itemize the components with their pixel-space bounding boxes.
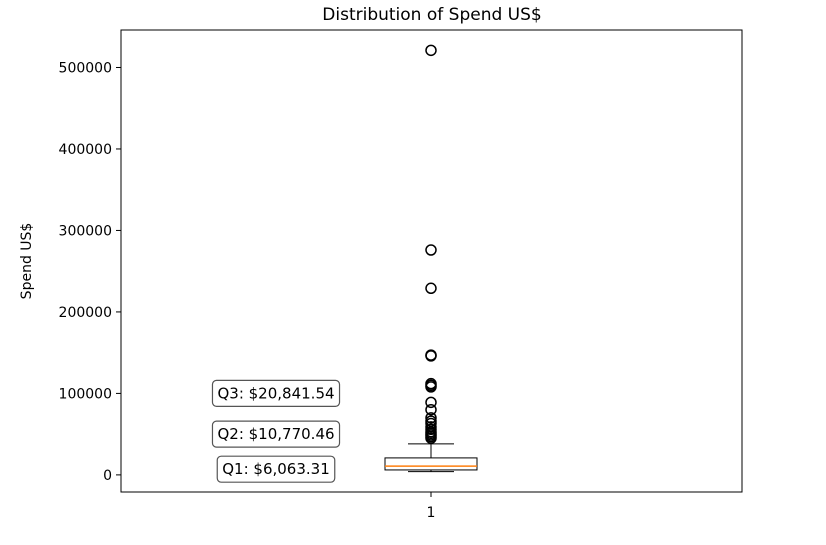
annotation-label: Q1: $6,063.31 — [222, 460, 330, 478]
y-tick-label: 500000 — [59, 60, 112, 76]
x-tick-label: 1 — [427, 505, 436, 521]
outlier-point — [425, 403, 437, 416]
y-tick-label: 400000 — [59, 142, 112, 158]
x-axis: 1 — [427, 492, 436, 521]
quartile-annotation: Q1: $6,063.31 — [216, 455, 336, 483]
box-plot — [384, 443, 478, 473]
annotation-label: Q3: $20,841.54 — [217, 384, 334, 402]
outlier-point — [425, 244, 437, 256]
y-axis-label: Spend US$ — [19, 223, 35, 300]
annotation-label: Q2: $10,770.46 — [217, 425, 334, 443]
annotation-box — [216, 455, 336, 483]
y-axis: 0 100000 200000 300000 400000 500000 — [59, 60, 121, 484]
quartile-annotation: Q3: $20,841.54 — [211, 379, 341, 408]
outlier-point — [425, 396, 437, 409]
annotation-box — [211, 420, 341, 448]
quartile-annotation: Q2: $10,770.46 — [211, 420, 341, 448]
y-tick-label: 0 — [103, 468, 112, 484]
outlier-point — [425, 350, 437, 362]
annotation-box — [211, 379, 341, 408]
outlier-point — [425, 412, 437, 424]
outliers — [425, 44, 437, 444]
outlier-point — [425, 44, 437, 57]
quartile-annotations: Q3: $20,841.54 Q2: $10,770.46 Q1: $6,063.3… — [211, 379, 341, 483]
chart-title: Distribution of Spend US$ — [322, 5, 541, 25]
interquartile-box — [384, 457, 478, 471]
y-tick-label: 300000 — [59, 223, 112, 239]
outlier-point — [425, 432, 437, 444]
y-tick-label: 200000 — [59, 305, 112, 321]
outlier-point — [425, 282, 437, 295]
y-tick-label: 100000 — [59, 386, 112, 402]
outlier-point — [425, 381, 437, 393]
